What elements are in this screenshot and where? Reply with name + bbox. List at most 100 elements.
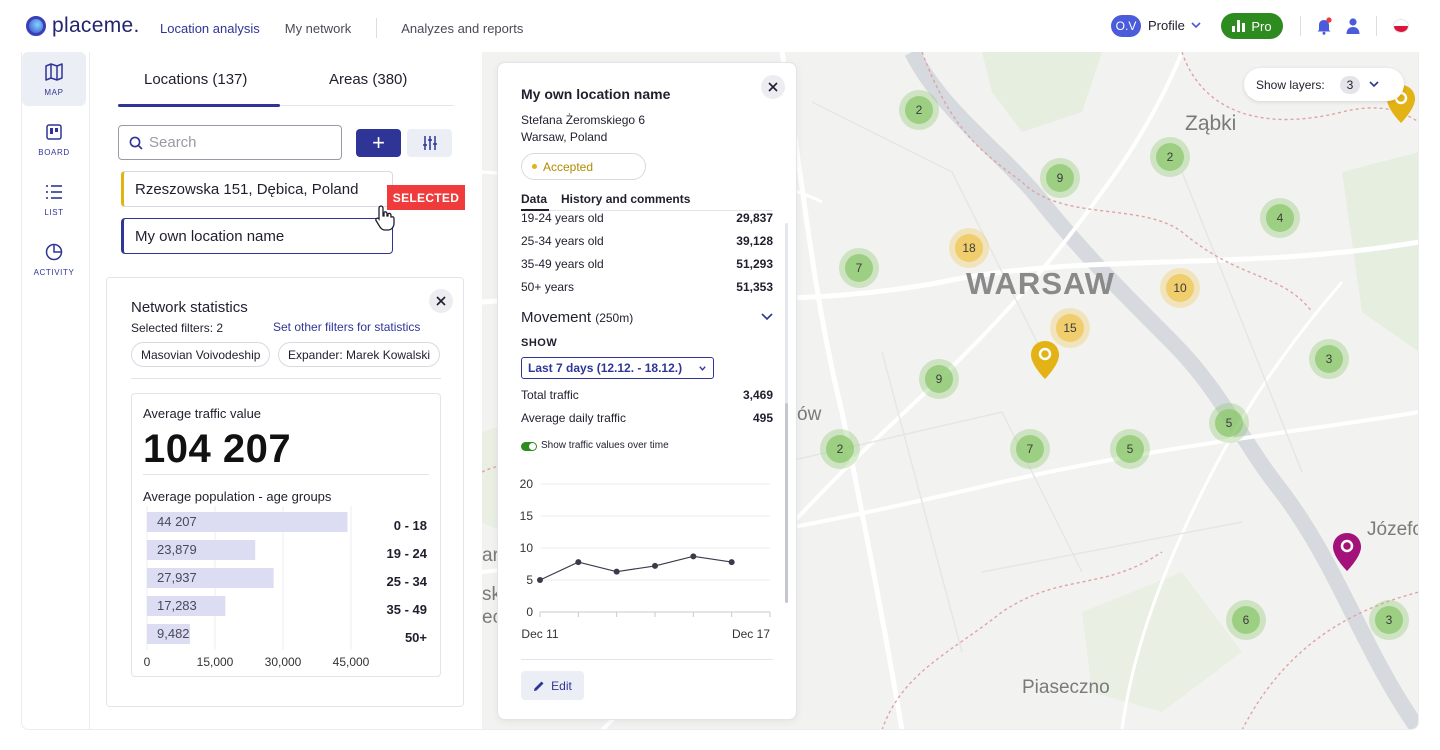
x-tick-label: Dec 11	[521, 627, 558, 641]
main-nav: Location analysis My network Analyzes an…	[160, 18, 548, 38]
detail-tabs: Data History and comments	[521, 192, 690, 206]
add-location-button[interactable]: +	[356, 129, 401, 157]
x-tick-label: 45,000	[333, 655, 370, 669]
show-layers-control[interactable]: Show layers: 3	[1244, 68, 1404, 101]
rail-item-list[interactable]: LIST	[22, 172, 86, 226]
cluster-count: 10	[1166, 274, 1194, 302]
close-icon	[768, 82, 778, 92]
location-address: Stefana Żeromskiego 6 Warsaw, Poland	[521, 112, 645, 146]
map-cluster[interactable]: 4	[1260, 198, 1300, 238]
row-label: 50+ years	[521, 280, 575, 294]
close-icon	[436, 296, 446, 306]
map-cluster[interactable]: 2	[899, 90, 939, 130]
map-cluster[interactable]: 7	[839, 248, 879, 288]
map-cluster[interactable]: 15	[1050, 308, 1090, 348]
user-icon[interactable]	[1345, 17, 1361, 35]
pro-button[interactable]: Pro	[1221, 13, 1283, 39]
cluster-count: 3	[1315, 345, 1343, 373]
data-point	[537, 577, 543, 583]
edit-button[interactable]: Edit	[521, 671, 584, 700]
rail-item-map[interactable]: MAP	[22, 52, 86, 106]
flag-icon[interactable]	[1393, 19, 1409, 33]
bar	[147, 624, 190, 644]
age-groups-title: Average population - age groups	[143, 489, 332, 504]
map-cluster[interactable]: 2	[820, 429, 860, 469]
location-item[interactable]: Rzeszowska 151, Dębica, Poland	[121, 171, 393, 207]
row-value: 495	[752, 411, 773, 425]
map-cluster[interactable]: 9	[919, 359, 959, 399]
x-tick-label: 30,000	[265, 655, 302, 669]
cluster-count: 4	[1266, 204, 1294, 232]
filter-button[interactable]	[407, 129, 452, 157]
location-pin-icon[interactable]	[1030, 340, 1060, 380]
row-value: 51,293	[736, 257, 773, 271]
map-cluster[interactable]: 2	[1150, 137, 1190, 177]
chevron-down-icon[interactable]	[1190, 19, 1202, 31]
search-input[interactable]	[149, 134, 329, 151]
chevron-down-icon[interactable]	[760, 311, 774, 323]
location-item[interactable]: My own location name	[121, 218, 393, 254]
list-icon	[46, 184, 62, 199]
row-label: 19-24 years old	[521, 211, 604, 225]
category-label: 25 - 34	[387, 574, 428, 589]
map-cluster[interactable]: 5	[1209, 403, 1249, 443]
status-badge[interactable]: Accepted	[521, 153, 646, 180]
map-cluster[interactable]: 3	[1309, 339, 1349, 379]
rail-item-board[interactable]: BOARD	[22, 112, 86, 166]
map-cluster[interactable]: 18	[949, 228, 989, 268]
scrollbar[interactable]	[785, 223, 788, 603]
place-label: Piaseczno	[1022, 677, 1110, 698]
bell-icon[interactable]	[1316, 17, 1332, 35]
set-filters-link[interactable]: Set other filters for statistics	[273, 320, 421, 334]
tab-data[interactable]: Data	[521, 192, 548, 206]
close-button[interactable]	[429, 289, 453, 313]
place-label: Ząbki	[1185, 112, 1237, 135]
tab-areas[interactable]: Areas (380)	[329, 71, 408, 88]
rail-label: MAP	[44, 87, 64, 97]
rail-item-activity[interactable]: ACTIVITY	[22, 232, 86, 286]
network-statistics-card: Network statistics Selected filters: 2 S…	[106, 277, 464, 707]
data-point	[652, 562, 658, 569]
top-bar: placeme. Location analysis My network An…	[0, 0, 1440, 52]
row-label: Average daily traffic	[521, 411, 626, 425]
divider	[521, 210, 773, 211]
y-tick-label: 20	[520, 477, 534, 491]
map-cluster[interactable]: 5	[1110, 429, 1150, 469]
profile-label[interactable]: Profile	[1148, 18, 1185, 33]
logo[interactable]: placeme.	[26, 14, 140, 38]
category-label: 35 - 49	[387, 602, 427, 617]
close-button[interactable]	[761, 75, 785, 99]
nav-analyzes-reports[interactable]: Analyzes and reports	[401, 20, 524, 36]
location-pin-icon[interactable]	[1332, 532, 1362, 572]
filter-chip[interactable]: Masovian Voivodeship	[131, 342, 271, 367]
traffic-over-time-toggle[interactable]	[521, 442, 537, 451]
divider	[143, 474, 429, 475]
scrollbar-thumb[interactable]	[785, 403, 788, 603]
filter-chip[interactable]: Expander: Marek Kowalski	[278, 342, 441, 367]
active-tab-indicator	[118, 104, 280, 107]
avatar[interactable]: O.V	[1111, 15, 1141, 37]
sidebar-tabs: Locations (137) Areas (380)	[118, 52, 454, 107]
nav-location-analysis[interactable]: Location analysis	[160, 20, 260, 36]
map-cluster[interactable]: 6	[1226, 600, 1266, 640]
tab-locations[interactable]: Locations (137)	[144, 71, 248, 88]
status-dot	[532, 164, 537, 169]
category-label: 0 - 18	[394, 518, 427, 533]
row-value: 3,469	[742, 388, 773, 402]
map-cluster[interactable]: 10	[1160, 268, 1200, 308]
map-cluster[interactable]: 7	[1010, 429, 1050, 469]
map-cluster[interactable]: 3	[1369, 600, 1409, 640]
bar-value-label: 27,937	[157, 570, 197, 585]
traffic-row: Total traffic 3,469	[521, 388, 773, 402]
top-divider	[1376, 16, 1377, 36]
bar	[147, 596, 226, 616]
nav-my-network[interactable]: My network	[284, 20, 352, 36]
map-cluster[interactable]: 9	[1040, 158, 1080, 198]
period-select[interactable]: Last 7 days (12.12. - 18.12.)	[521, 357, 714, 379]
avg-traffic-label: Average traffic value	[143, 406, 262, 421]
tab-history-comments[interactable]: History and comments	[561, 192, 691, 206]
sliders-icon	[422, 136, 437, 150]
show-label: SHOW	[521, 337, 558, 349]
x-tick-label: Dec 17	[732, 627, 770, 641]
y-tick-label: 0	[526, 605, 533, 619]
